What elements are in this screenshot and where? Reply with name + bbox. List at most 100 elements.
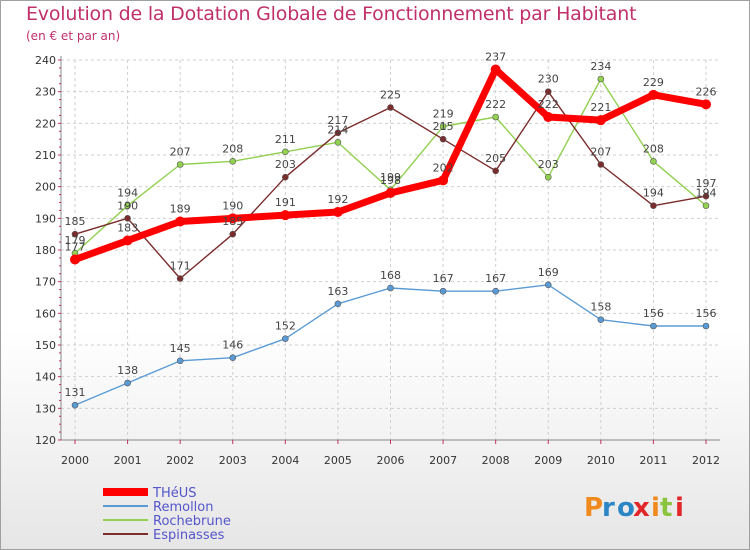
y-tick-label: 230 [35,86,56,99]
x-axis-ticks: 2000 2001 2002 2003 2004 2005 2006 2007 2008 2009… [61,440,720,467]
legend-label: Rochebrune [153,514,231,529]
x-tick-label: 2012 [692,454,720,467]
data-label: 207 [170,146,191,159]
data-label: 229 [643,76,664,89]
data-point [702,202,710,209]
data-label: 171 [170,260,191,273]
x-tick: 2011 [639,440,667,467]
data-label: 198 [380,174,401,187]
data-point [650,322,657,330]
data-label: 215 [433,120,454,133]
y-tick: 200 [35,181,61,194]
data-point [71,230,79,238]
y-tick: 160 [35,307,61,320]
y-tick: 210 [35,149,61,162]
data-label: 131 [65,386,86,399]
data-point [702,322,710,330]
logo-letter: t [660,493,672,523]
data-point [124,202,131,209]
data-label: 190 [222,199,243,212]
y-tick-label: 130 [35,402,56,415]
data-label: 145 [170,342,191,355]
data-label: 146 [222,339,243,352]
data-point [70,254,80,265]
y-tick: 120 [35,434,61,447]
data-point [544,281,552,289]
data-point [492,287,499,295]
y-tick-label: 150 [35,339,56,352]
data-point [701,99,711,110]
data-point [439,287,447,295]
logo-letter: P [584,493,603,523]
data-label: 179 [65,234,86,247]
data-label: 208 [643,142,664,155]
data-point [334,129,342,137]
x-tick: 2003 [219,440,247,467]
data-label: 185 [65,215,86,228]
x-tick-label: 2001 [114,454,142,467]
data-point [387,104,394,111]
y-tick: 170 [35,276,61,289]
data-point [387,284,394,292]
x-tick: 2012 [692,440,720,467]
data-label: 152 [275,320,296,333]
data-point [385,188,396,198]
data-label: 197 [696,177,717,190]
logo-letter: o [617,493,635,523]
data-point [334,139,342,146]
data-label: 167 [433,272,454,285]
y-tick: 220 [35,117,61,130]
data-label: 222 [538,98,559,111]
x-tick: 2008 [482,440,510,467]
chart-subtitle: (en € et par an) [26,29,121,43]
data-point [124,379,131,387]
data-point [124,215,131,222]
data-label: 222 [485,98,506,111]
data-label: 192 [327,193,348,206]
data-point [544,88,552,95]
data-point [597,161,605,168]
logo-letter: r [602,493,615,523]
data-label: 163 [327,285,348,298]
y-tick-label: 240 [35,54,56,67]
legend-label: Espinasses [153,528,225,543]
data-label: 191 [275,196,296,209]
data-label: 183 [117,222,138,235]
x-tick: 2007 [429,440,457,467]
data-point [544,173,552,181]
data-point [229,230,237,238]
data-label: 226 [696,85,717,98]
y-tick-label: 190 [35,212,56,225]
data-label: 194 [643,187,664,200]
chart-title: Evolution de la Dotation Globale de Fonc… [26,3,637,25]
logo-letter: i [651,493,660,523]
x-tick-label: 2002 [166,454,194,467]
data-point [650,158,657,165]
x-tick: 2009 [534,440,562,467]
y-tick: 190 [35,212,61,225]
x-tick: 2000 [61,440,89,467]
data-label: 194 [117,187,138,200]
y-tick: 180 [35,244,61,257]
y-tick: 230 [35,86,61,99]
data-label: 177 [65,241,86,254]
y-tick-label: 140 [35,371,56,384]
data-point [122,235,133,246]
legend-label: Remollon [153,500,213,515]
data-point [597,316,605,323]
data-point [439,135,447,143]
logo-letter: i [675,493,684,523]
x-tick: 2004 [271,440,299,467]
data-label: 203 [275,158,296,171]
data-label: 221 [590,101,611,114]
x-tick-label: 2003 [219,454,247,467]
data-label: 190 [117,199,138,212]
data-point [648,89,659,100]
data-label: 208 [222,142,243,155]
data-point [438,175,449,186]
y-tick-label: 220 [35,117,56,130]
data-label: 156 [696,307,717,320]
data-point [439,123,447,130]
data-label: 234 [590,60,611,73]
grid-lines [61,59,720,441]
